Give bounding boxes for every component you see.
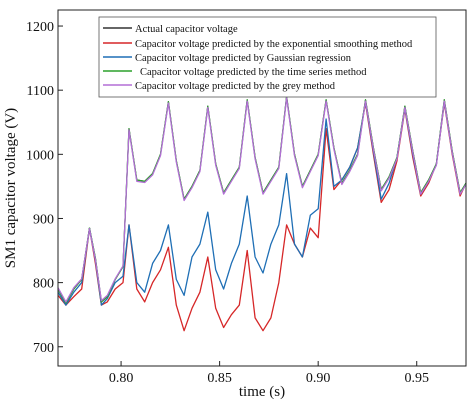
y-tick-label: 800	[33, 277, 54, 292]
y-tick-label: 1200	[26, 20, 54, 35]
plot-frame	[57, 9, 467, 367]
axis-ticks: 0.80 0.85 0.90 0.95 700 800 900 1000 1100 1200	[26, 20, 429, 386]
x-tick-label: 0.90	[306, 371, 331, 386]
x-tick-label: 0.85	[207, 371, 232, 386]
legend-box	[98, 16, 437, 98]
legend-label-4: Capacitor voltage predicted by the time …	[140, 67, 367, 78]
x-axis-label: time (s)	[239, 384, 285, 400]
legend-items: Actual capacitor voltage Capacitor voltag…	[103, 24, 413, 92]
y-tick-label: 1100	[27, 84, 54, 99]
legend-label-2: Capacitor voltage predicted by the expon…	[135, 39, 413, 50]
y-tick-label: 900	[33, 212, 54, 227]
legend-label-1: Actual capacitor voltage	[135, 24, 238, 35]
x-tick-label: 0.80	[109, 371, 134, 386]
series-group	[57, 95, 467, 332]
legend: Actual capacitor voltage Capacitor voltag…	[98, 16, 437, 98]
y-axis-label: SM1 capacitor voltage (V)	[3, 108, 19, 268]
legend-label-5: Capacitor voltage predicted by the grey …	[135, 81, 336, 92]
legend-label-3: Capacitor voltage predicted by Gaussian …	[135, 53, 352, 64]
y-tick-label: 1000	[26, 148, 54, 163]
series-line-5	[57, 97, 467, 303]
y-tick-label: 700	[33, 341, 54, 356]
x-tick-label: 0.95	[404, 371, 429, 386]
